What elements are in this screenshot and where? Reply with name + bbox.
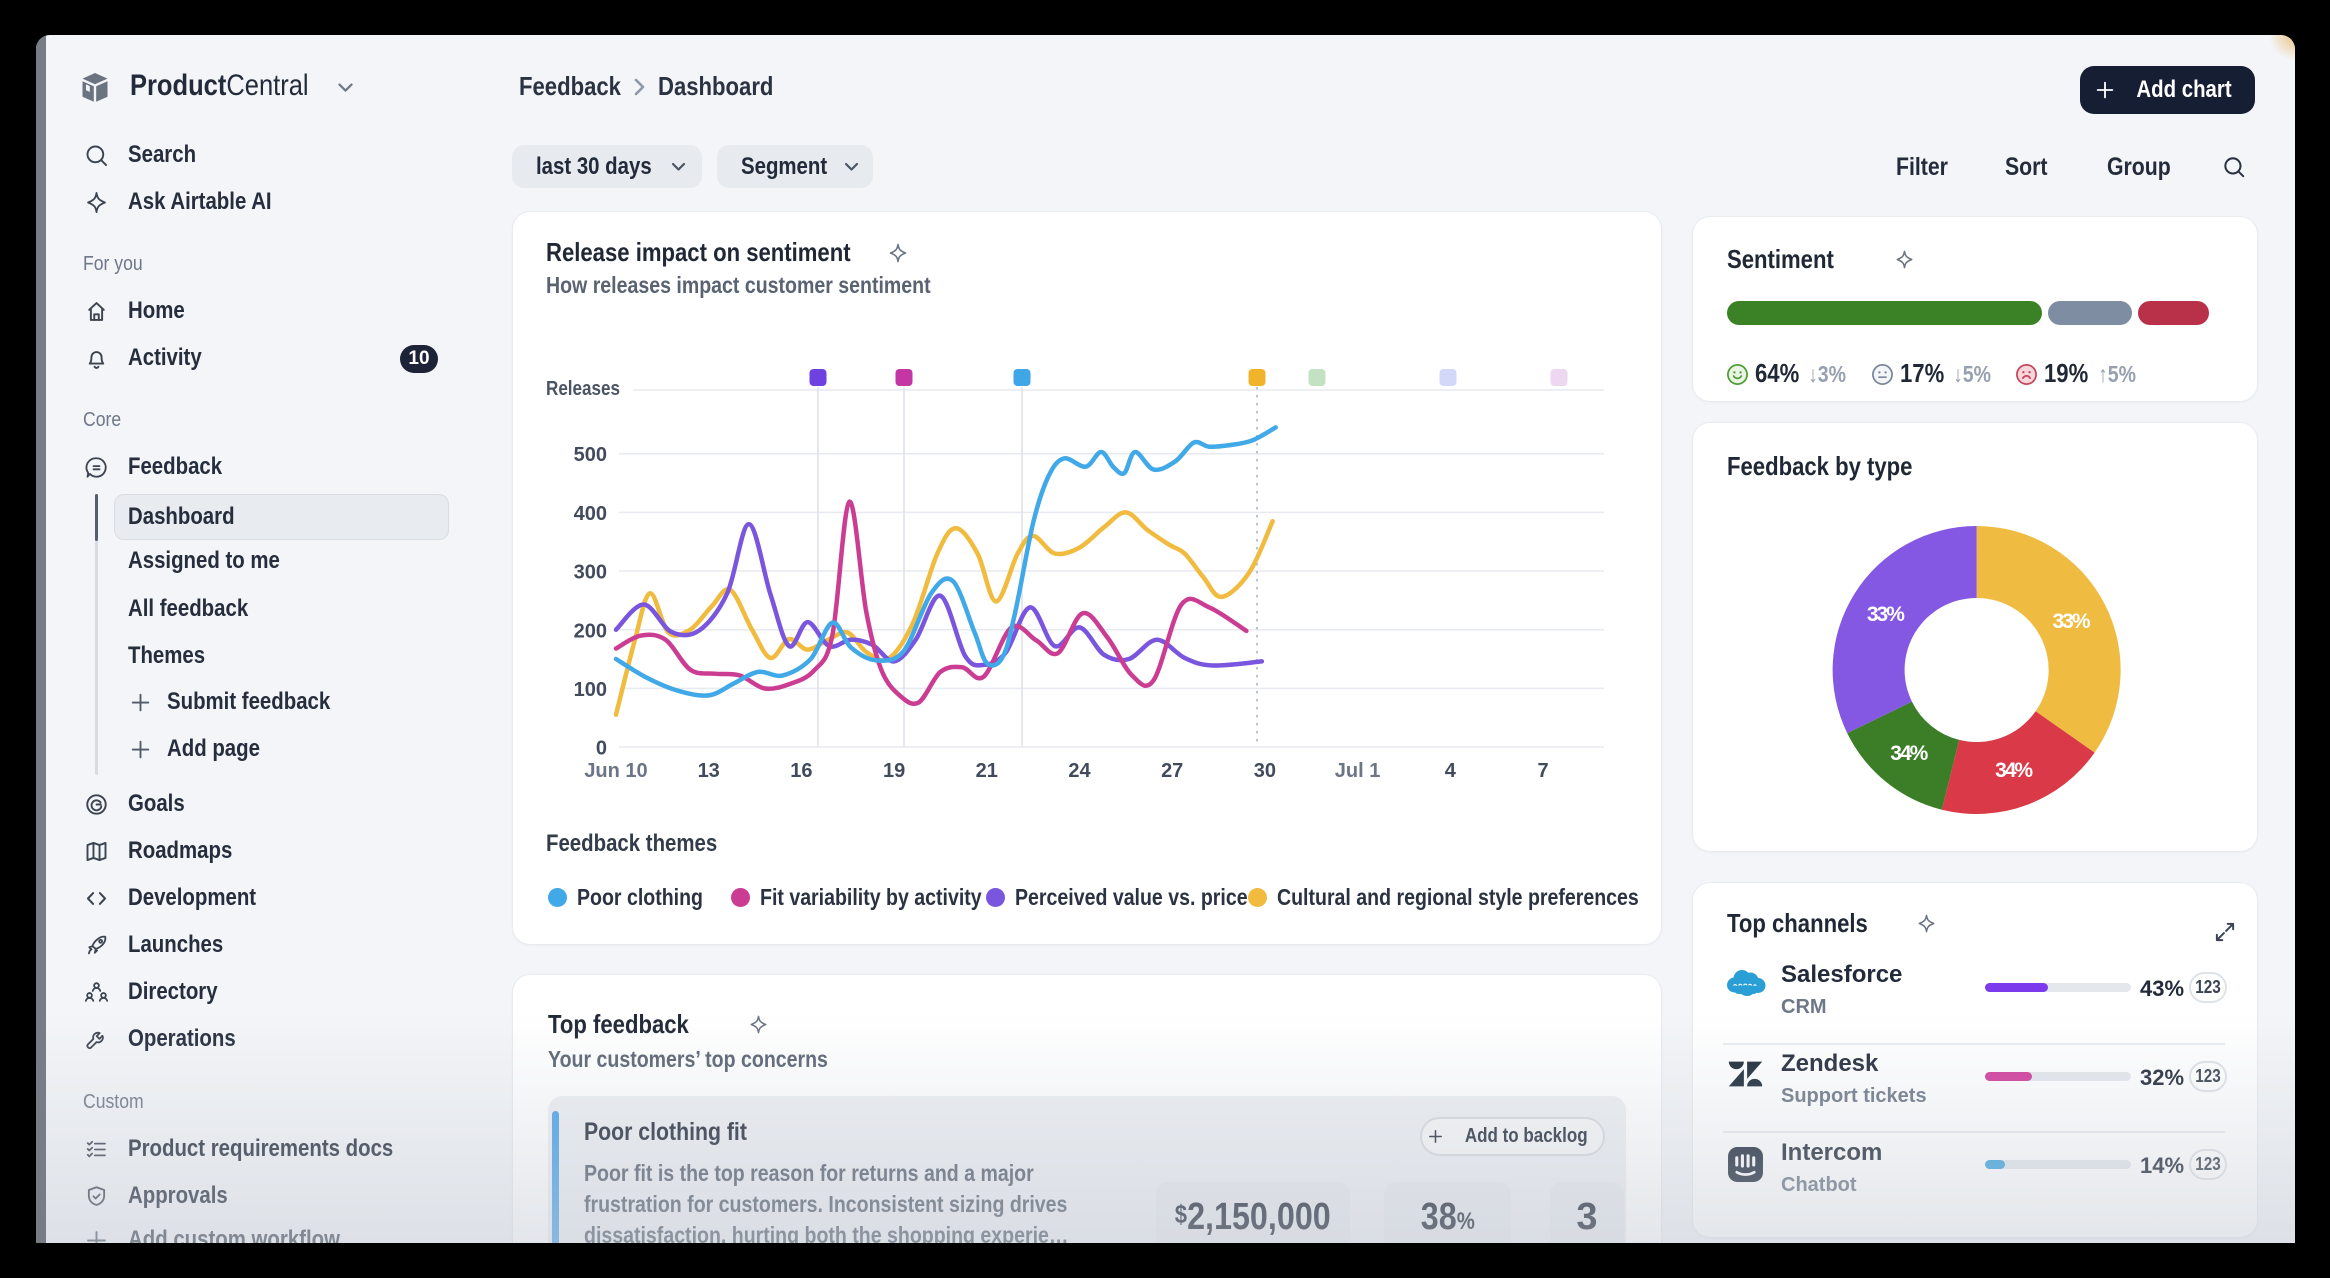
svg-text:Releases: Releases xyxy=(546,378,620,400)
svg-text:27: 27 xyxy=(1161,760,1183,782)
svg-text:19: 19 xyxy=(883,760,905,782)
svg-text:4: 4 xyxy=(1445,760,1457,782)
svg-text:0: 0 xyxy=(596,738,607,760)
svg-text:Jul 1: Jul 1 xyxy=(1335,760,1381,782)
svg-text:300: 300 xyxy=(574,562,607,584)
svg-text:Jun 10: Jun 10 xyxy=(584,760,647,782)
svg-text:24: 24 xyxy=(1068,760,1091,782)
svg-text:7: 7 xyxy=(1537,760,1548,782)
svg-text:13: 13 xyxy=(698,760,720,782)
svg-text:34%: 34% xyxy=(1995,759,2033,782)
svg-text:30: 30 xyxy=(1254,760,1276,782)
svg-text:21: 21 xyxy=(976,760,998,782)
svg-text:200: 200 xyxy=(574,620,607,642)
svg-text:100: 100 xyxy=(574,679,607,701)
svg-text:16: 16 xyxy=(790,760,812,782)
svg-text:33%: 33% xyxy=(1867,603,1905,626)
svg-text:34%: 34% xyxy=(1890,742,1928,765)
svg-text:400: 400 xyxy=(574,503,607,525)
svg-text:500: 500 xyxy=(574,444,607,466)
svg-text:33%: 33% xyxy=(2053,610,2091,633)
